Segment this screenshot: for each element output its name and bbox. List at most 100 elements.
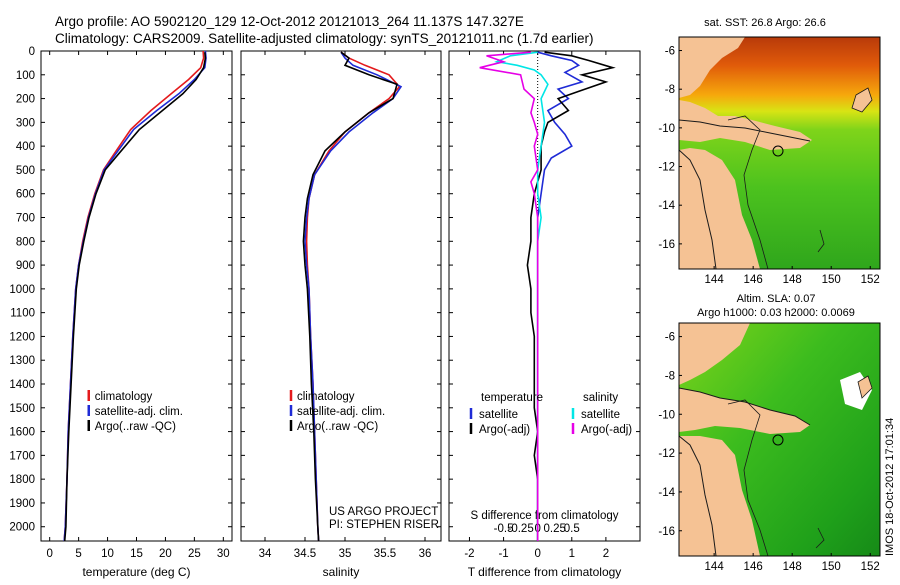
y-tick-label: 2000 xyxy=(9,522,35,534)
map-y-tick-label: -12 xyxy=(658,448,675,460)
x-tick-label: 34.5 xyxy=(294,548,316,560)
x-axis-label: salinity xyxy=(323,565,360,579)
map-x-tick-label: 152 xyxy=(861,561,880,573)
series-line-argo---raw--qc- xyxy=(302,51,398,542)
salinity-axis-label: S difference from climatology xyxy=(470,510,618,522)
x-tick-label: -1 xyxy=(498,548,508,560)
y-tick-label: 1800 xyxy=(9,474,35,486)
x-tick-label: 5 xyxy=(75,548,81,560)
map-y-tick-label: -16 xyxy=(658,526,675,538)
legend-label: satellite-adj. clim. xyxy=(297,406,385,418)
sla-land-coast xyxy=(679,388,810,434)
sst-island xyxy=(851,87,873,113)
y-tick-label: 1600 xyxy=(9,427,35,439)
sst-map: 144 146 148 150 152 -6 -8 -10 -12 -14 -16 xyxy=(658,36,881,286)
x-tick-label: 0 xyxy=(534,548,540,560)
legend-label: Argo(-adj) xyxy=(479,424,530,436)
map-y-tick-label: -6 xyxy=(665,332,675,344)
sst-depth-contour xyxy=(727,115,769,270)
y-tick-label: 1200 xyxy=(9,331,35,343)
map-y-tick-label: -16 xyxy=(658,239,675,251)
sla-ocean-field xyxy=(679,323,880,556)
sla-land-newguinea xyxy=(679,323,750,385)
y-tick-label: 400 xyxy=(16,141,35,153)
map-y-tick-label: -10 xyxy=(658,409,675,421)
legend-label: Argo(-adj) xyxy=(581,424,632,436)
plot-frame xyxy=(240,50,442,542)
y-tick-label: 200 xyxy=(16,94,35,106)
y-tick-label: 100 xyxy=(16,70,35,82)
sla-reef xyxy=(815,527,825,549)
map-x-tick-label: 150 xyxy=(822,561,841,573)
sla-coastline-cape xyxy=(678,435,717,557)
map-x-tick-label: 144 xyxy=(705,561,725,573)
legend-label: Argo(..raw -QC) xyxy=(95,421,176,433)
y-tick-label: 1100 xyxy=(10,308,35,320)
map-x-tick-label: 150 xyxy=(822,274,841,286)
map-y-tick-label: -10 xyxy=(658,123,675,135)
map-x-tick-label: 148 xyxy=(783,274,802,286)
x-tick-label: 2 xyxy=(603,548,609,560)
sst-reef xyxy=(817,229,825,253)
salinity-tick-label: -0.5 xyxy=(494,523,514,535)
map-x-tick-label: 144 xyxy=(705,274,725,286)
sla-float-marker xyxy=(772,434,784,446)
y-tick-label: 300 xyxy=(16,117,35,129)
temperature-panel: 0100200300400500600700800900100011001200… xyxy=(9,46,233,579)
series-line-satellite-adj--clim- xyxy=(304,51,403,542)
salinity-tick-label: 0.25 xyxy=(544,523,566,535)
profile-title: Argo profile: AO 5902120_129 12-Oct-2012… xyxy=(55,14,524,29)
map-x-tick-label: 146 xyxy=(744,274,763,286)
sst-map-title: sat. SST: 26.8 Argo: 26.6 xyxy=(704,17,826,29)
x-tick-label: 36 xyxy=(419,548,432,560)
difference-panel: -2 -1 0 1 2 T difference from climatology -0.5… xyxy=(448,50,641,579)
sst-ocean-field xyxy=(679,37,880,269)
sla-map-title-1: Altim. SLA: 0.07 xyxy=(737,293,816,305)
series-line-argo---raw--qc- xyxy=(63,52,207,542)
map-y-tick-label: -8 xyxy=(665,370,675,382)
x-tick-label: 15 xyxy=(130,548,143,560)
sla-map: 144 146 148 150 152 -6 -8 -10 -12 -14 -16 xyxy=(658,322,881,573)
sst-coastline xyxy=(678,119,811,142)
map-y-tick-label: -6 xyxy=(665,46,675,58)
legend-group-temperature: temperature xyxy=(481,392,543,404)
legend-label: satellite xyxy=(581,409,620,421)
x-tick-label: 35 xyxy=(339,548,352,560)
imos-watermark: IMOS 18-Oct-2012 17:01:34 xyxy=(884,418,896,556)
salinity-panel: 34 34.5 35 35.5 36 salinity climatology satelli… xyxy=(240,50,442,579)
y-tick-label: 1700 xyxy=(9,450,35,462)
map-x-tick-label: 152 xyxy=(861,274,880,286)
y-tick-label: 600 xyxy=(16,189,35,201)
sst-float-marker xyxy=(772,145,784,157)
map-y-tick-label: -14 xyxy=(658,487,675,499)
x-tick-label: 25 xyxy=(188,548,201,560)
sst-land-coast xyxy=(679,100,812,150)
x-axis-label: T difference from climatology xyxy=(468,565,622,579)
series-line-argo--adj- xyxy=(479,51,539,541)
x-tick-label: 0 xyxy=(46,548,52,560)
sst-land-newguinea xyxy=(679,37,745,98)
sst-map-frame xyxy=(678,36,881,270)
map-y-tick-label: -14 xyxy=(658,200,675,212)
sla-map-frame xyxy=(678,322,881,557)
y-tick-label: 800 xyxy=(16,236,35,248)
sla-map-title-2: Argo h1000: 0.03 h2000: 0.0069 xyxy=(697,307,855,319)
legend-label: climatology xyxy=(95,391,153,403)
pi-annotation: PI: STEPHEN RISER xyxy=(329,519,439,531)
salinity-tick-label: 0.5 xyxy=(564,523,580,535)
y-tick-label: 1300 xyxy=(9,355,35,367)
x-axis-label: temperature (deg C) xyxy=(82,565,190,579)
map-x-tick-label: 146 xyxy=(744,561,763,573)
map-x-tick-label: 148 xyxy=(783,561,802,573)
sst-land-cape xyxy=(679,150,716,269)
legend-label: climatology xyxy=(297,391,355,403)
x-tick-label: 35.5 xyxy=(374,548,396,560)
sla-island xyxy=(857,375,873,399)
map-y-tick-label: -12 xyxy=(658,162,675,174)
y-tick-label: 700 xyxy=(16,213,35,225)
climatology-title: Climatology: CARS2009. Satellite-adjuste… xyxy=(55,31,594,46)
x-tick-label: 34 xyxy=(259,548,272,560)
series-line-argo--adj- xyxy=(526,51,616,541)
